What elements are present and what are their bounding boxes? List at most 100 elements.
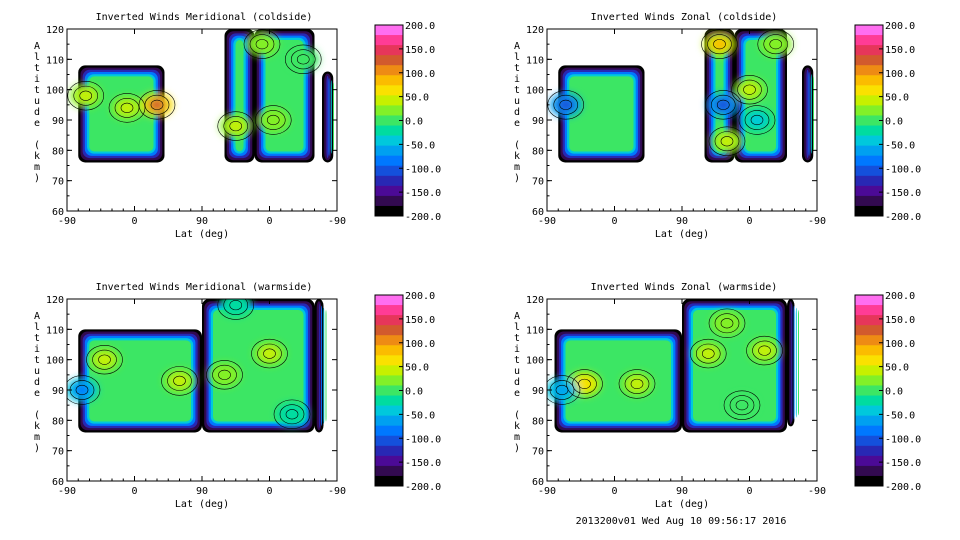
colorbar-swatch xyxy=(855,475,883,487)
contour-line xyxy=(108,93,146,123)
colorbar-swatch xyxy=(855,165,883,177)
contour-line xyxy=(217,111,255,141)
colorbar-swatch xyxy=(375,385,403,397)
colorbar-tick-label: 50.0 xyxy=(885,363,909,374)
colorbar-swatch xyxy=(375,295,403,306)
colorbar-swatch xyxy=(375,85,403,96)
contour-line xyxy=(572,374,597,394)
colorbar-swatch xyxy=(855,465,883,477)
contour-line xyxy=(708,308,746,338)
x-tick-label: -90 xyxy=(538,486,556,497)
colorbar-swatch xyxy=(855,445,883,457)
colorbar-swatch xyxy=(375,95,403,106)
contour-line xyxy=(750,114,764,126)
y-tick-label: 70 xyxy=(52,177,64,188)
contour-line xyxy=(173,375,186,387)
colorbar-swatch xyxy=(855,365,883,376)
colorbar-swatch xyxy=(375,445,403,457)
x-tick-label: -90 xyxy=(58,216,76,227)
y-tick-label: 110 xyxy=(46,325,64,336)
colorbar-swatch xyxy=(855,195,883,207)
colorbar-tick-label: 150.0 xyxy=(405,45,435,56)
contour-line xyxy=(223,299,249,315)
contour-line xyxy=(738,105,776,135)
colorbar-swatch xyxy=(375,135,403,147)
y-tick-label: 90 xyxy=(52,116,64,127)
colorbar-tick-label: 150.0 xyxy=(885,45,915,56)
y-tick-label: 60 xyxy=(532,477,544,488)
contour-line xyxy=(737,79,762,100)
contour-line xyxy=(75,384,89,396)
x-tick-label: -90 xyxy=(58,486,76,497)
colorbar-swatch xyxy=(375,25,403,36)
colorbar-swatch xyxy=(855,325,883,336)
y-tick-label: 100 xyxy=(526,86,544,97)
data-region-3 xyxy=(325,310,327,422)
contour-line xyxy=(79,90,93,101)
y-tick-label: 60 xyxy=(52,477,64,488)
colorbar-swatch xyxy=(855,345,883,356)
colorbar-swatch xyxy=(375,165,403,177)
colorbar-swatch xyxy=(855,45,883,56)
colorbar-swatch xyxy=(375,415,403,427)
colorbar-swatch xyxy=(375,35,403,46)
colorbar-tick-label: -100.0 xyxy=(885,164,921,175)
colorbar-tick-label: 200.0 xyxy=(885,291,915,302)
colorbar-swatch xyxy=(855,25,883,36)
colorbar-swatch xyxy=(375,145,403,157)
colorbar-swatch xyxy=(375,205,403,217)
y-tick-label: 100 xyxy=(526,356,544,367)
y-tick-label: 120 xyxy=(46,25,64,36)
x-tick-label: 0 xyxy=(746,216,752,227)
contour-line xyxy=(212,364,237,385)
contour-line xyxy=(720,136,734,147)
colorbar-swatch xyxy=(855,315,883,326)
y-tick-label: 70 xyxy=(532,177,544,188)
x-axis-label: Lat (deg) xyxy=(655,499,709,510)
y-tick-label: 60 xyxy=(52,207,64,218)
colorbar-tick-label: -50.0 xyxy=(405,410,435,421)
colorbar: 200.0 150.0 100.0 50.0 0.0 -50.0 -100.0 -150.0 -… xyxy=(374,21,441,223)
contour-line xyxy=(720,318,734,329)
colorbar-swatch xyxy=(855,305,883,316)
colorbar-tick-label: 100.0 xyxy=(885,339,915,350)
contour-line xyxy=(707,34,732,55)
contour-line xyxy=(624,374,650,394)
colorbar-swatch xyxy=(855,115,883,127)
contour-line xyxy=(92,349,117,370)
colorbar-tick-label: -50.0 xyxy=(885,140,915,151)
x-tick-label: 0 xyxy=(266,216,272,227)
colorbar-swatch xyxy=(855,65,883,76)
contour-line xyxy=(67,81,105,111)
contour-line xyxy=(98,354,111,365)
data-region-3 xyxy=(798,310,799,416)
contour-line xyxy=(279,404,305,425)
colorbar-swatch xyxy=(375,305,403,316)
y-tick-label: 110 xyxy=(46,55,64,66)
chart-panel-1: Inverted Winds Meridional (coldside) -90 0… xyxy=(34,12,441,240)
chart-title: Inverted Winds Zonal (coldside) xyxy=(591,12,778,23)
contour-line xyxy=(144,94,170,115)
contour-line xyxy=(114,97,140,118)
contour-line xyxy=(701,29,738,59)
x-tick-label: -90 xyxy=(538,216,556,227)
data-region-4 xyxy=(333,82,334,152)
contour-line xyxy=(260,110,286,130)
colorbar-tick-label: 200.0 xyxy=(405,21,435,32)
colorbar-swatch xyxy=(375,475,403,487)
contour-line xyxy=(559,99,573,110)
colorbar-tick-label: -150.0 xyxy=(885,188,921,199)
y-tick-label: 100 xyxy=(46,86,64,97)
colorbar-swatch xyxy=(855,125,883,137)
colorbar-swatch xyxy=(855,35,883,46)
colorbar-swatch xyxy=(375,75,403,86)
contour-line xyxy=(229,299,243,311)
contour-line xyxy=(290,49,316,70)
colorbar-swatch xyxy=(375,405,403,417)
data-region-4-edge xyxy=(330,80,332,154)
data-region-4-edge xyxy=(806,69,809,159)
